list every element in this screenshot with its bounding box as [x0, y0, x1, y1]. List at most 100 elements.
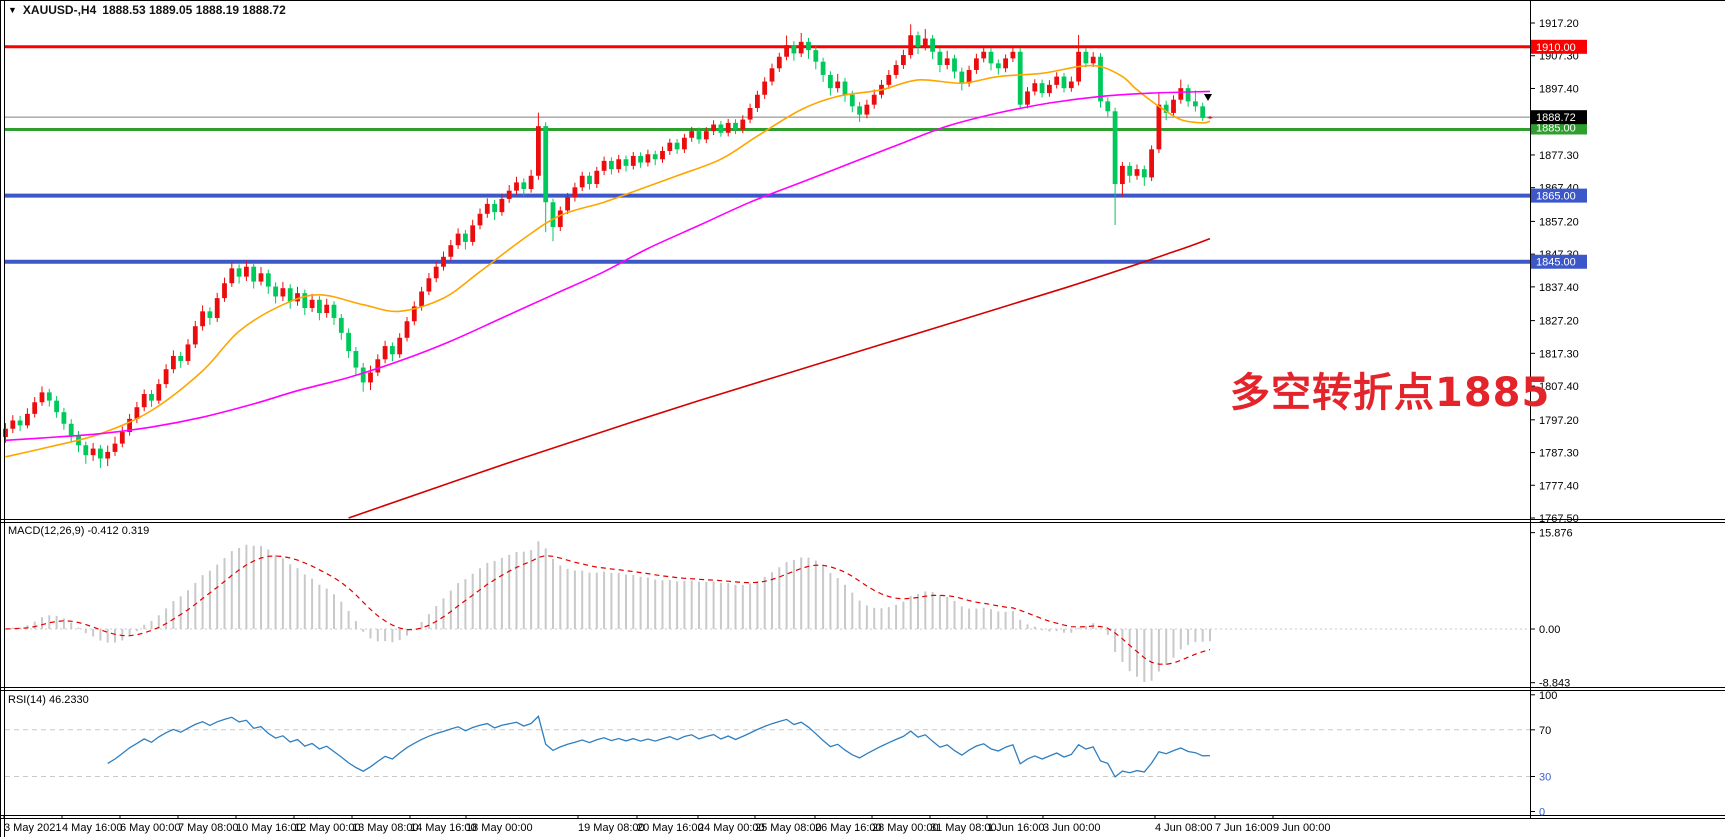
candle	[61, 407, 67, 430]
candle-body	[1098, 56, 1103, 102]
candle	[280, 281, 286, 302]
candle-body	[623, 159, 629, 166]
price-tick-label: 1817.30	[1539, 348, 1579, 360]
candle-body	[433, 266, 439, 279]
candle	[324, 298, 330, 318]
candle-body	[411, 306, 417, 322]
candle	[390, 342, 395, 362]
candle	[1156, 92, 1162, 153]
price-tick-label: 1767.50	[1539, 513, 1579, 525]
candle-body	[185, 344, 191, 361]
candle	[952, 54, 957, 79]
candle-body	[689, 131, 695, 138]
time-label: 31 May 08:00	[930, 822, 997, 834]
candle	[886, 69, 892, 89]
candle-body	[331, 304, 337, 318]
candle-body	[1112, 111, 1118, 185]
candle	[163, 364, 169, 389]
candle	[762, 77, 768, 100]
candle-body	[1047, 84, 1052, 94]
candle-body	[601, 160, 607, 171]
candle-body	[1039, 83, 1045, 94]
candle-body	[1003, 58, 1008, 69]
candle	[1141, 165, 1147, 187]
candle	[514, 176, 519, 195]
candle	[638, 152, 643, 168]
candle-body	[258, 273, 264, 282]
candle-body	[857, 106, 862, 115]
candle-body	[871, 94, 877, 105]
candle	[112, 436, 118, 456]
macd-axis-label: 0.00	[1539, 624, 1560, 636]
candle-body	[353, 351, 359, 368]
candle	[499, 193, 505, 216]
candle-body	[112, 443, 118, 452]
resistance-price-box	[1531, 39, 1587, 54]
candle	[1076, 34, 1081, 86]
candle-body	[229, 268, 235, 284]
candle	[944, 50, 950, 70]
candle-body	[769, 68, 775, 82]
candle-body	[1127, 165, 1133, 176]
candle-body	[1178, 88, 1184, 100]
price-tick-label: 1797.20	[1539, 415, 1579, 427]
candle-body	[1134, 169, 1140, 176]
price-tick-label: 1787.30	[1539, 448, 1579, 460]
candle	[557, 206, 563, 231]
candle-body	[703, 131, 709, 140]
candle	[579, 171, 585, 191]
candle	[623, 155, 629, 172]
candle-body	[1061, 76, 1067, 89]
candle-body	[273, 286, 278, 297]
candle	[127, 413, 132, 436]
candle-body	[660, 150, 665, 160]
candle	[463, 229, 468, 250]
candle	[543, 122, 549, 233]
candle	[1105, 97, 1111, 117]
candle-body	[3, 428, 8, 437]
candle	[871, 89, 877, 109]
candle	[353, 347, 359, 375]
rsi-line	[107, 715, 1211, 778]
price-tick-label: 1777.40	[1539, 480, 1579, 492]
candle	[609, 157, 614, 175]
candle-body	[119, 432, 125, 444]
candle-body	[236, 268, 242, 277]
candle-body	[419, 291, 424, 307]
candle	[1017, 48, 1023, 109]
candle-body	[594, 170, 600, 185]
candle-body	[309, 299, 315, 309]
candle	[397, 333, 403, 358]
candle	[265, 269, 271, 294]
candle-body	[820, 61, 826, 75]
candle-body	[952, 58, 957, 72]
candle	[864, 99, 870, 119]
rsi-indicator-label: RSI(14) 46.2330	[8, 694, 89, 706]
candle-body	[455, 233, 461, 246]
candle-body	[506, 190, 512, 199]
symbol-dropdown-icon[interactable]: ▼	[8, 4, 17, 15]
candle-body	[324, 304, 330, 313]
time-label: 10 May 16:00	[236, 822, 303, 834]
candle-body	[696, 131, 702, 140]
candle	[660, 146, 665, 163]
candle	[652, 150, 658, 166]
candle-body	[557, 210, 563, 228]
symbol-timeframe-label: XAUUSD-,H4	[22, 3, 97, 17]
candle	[98, 444, 103, 469]
candle-body	[32, 402, 38, 414]
rsi-axis-label: 0	[1539, 807, 1545, 819]
candle	[959, 67, 965, 91]
candle-body	[587, 175, 592, 185]
candle	[565, 192, 570, 215]
candle	[828, 71, 833, 96]
candle-body	[10, 420, 16, 429]
time-label: 14 May 16:00	[410, 822, 477, 834]
price-annotation[interactable]: 多空转折点1885	[1230, 370, 1551, 416]
candle-body	[156, 384, 162, 401]
candle	[901, 49, 906, 69]
candle-body	[287, 288, 293, 302]
candle	[149, 390, 154, 407]
